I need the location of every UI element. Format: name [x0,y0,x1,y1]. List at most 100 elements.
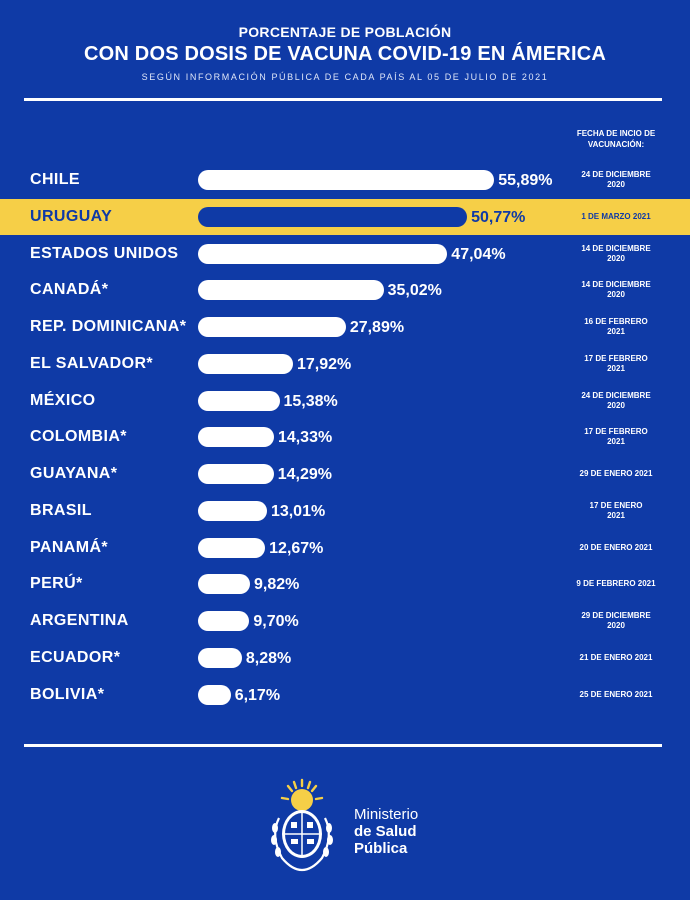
bar [198,280,384,301]
bottom-divider [24,744,662,747]
bar-row: CANADÁ* 35,02% 14 DE DICIEMBRE 2020 [0,272,690,308]
date-line: 17 DE ENERO [589,500,643,510]
bar [198,206,468,227]
date-line: 14 DE DICIEMBRE [581,243,651,253]
country-label: CANADÁ* [30,281,109,299]
bar [198,574,251,595]
bar-row: GUAYANA* 14,29% 29 DE ENERO 2021 [0,456,690,492]
date-text: 17 DE FEBRERO 2021 [584,354,648,374]
bar-value-label: 14,29% [277,466,332,483]
vaccination-start-date: 29 DE DICIEMBRE 2020 [565,603,667,639]
country-label: COLOMBIA* [30,428,127,446]
ministry-line3: Pública [354,840,408,857]
country-label: BRASIL [30,501,92,519]
bar-row: MÉXICO 15,38% 24 DE DICIEMBRE 2020 [0,383,690,419]
bar-value-label: 8,28% [245,649,292,667]
date-text: 29 DE DICIEMBRE 2020 [581,611,650,631]
bar-value-label: 13,01% [270,502,326,520]
date-text: 29 DE ENERO 2021 [580,469,653,479]
bar-value-label: 6,17% [234,686,281,704]
date-text: 17 DE FEBRERO 2021 [584,427,648,447]
date-text: 14 DE DICIEMBRE 2020 [581,244,650,264]
date-text: 17 DE ENERO 2021 [590,501,643,521]
date-line: 2020 [607,180,625,189]
date-column-header: FECHA DE INCIO DE VACUNACIÓN: [576,129,656,149]
bar-row: CHILE 55,89% 24 DE DICIEMBRE 2020 [0,162,690,198]
date-text: 9 DE FEBRERO 2021 [576,579,655,589]
date-text: 24 DE DICIEMBRE 2020 [581,170,650,190]
vaccination-start-date: 20 DE ENERO 2021 [565,530,667,566]
bar-row: ARGENTINA 9,70% 29 DE DICIEMBRE 2020 [0,603,690,639]
bar-row: URUGUAY 50,77% 1 DE MARZO 2021 [0,198,690,235]
vaccination-start-date: 24 DE DICIEMBRE 2020 [565,383,667,419]
date-line: 25 DE ENERO 2021 [579,689,653,699]
vaccination-start-date: 16 DE FEBRERO 2021 [565,309,667,345]
vaccination-start-date: 1 DE MARZO 2021 [565,199,667,235]
bar-row: BOLIVIA* 6,17% 25 DE ENERO 2021 [0,677,690,713]
bar [198,611,250,631]
vaccination-start-date: 25 DE ENERO 2021 [565,677,667,713]
chart-subtitle: SEGÚN INFORMACIÓN PÚBLICA DE CADA PAÍS A… [141,72,549,82]
date-line: 2021 [607,437,625,447]
chart-title-line1: PORCENTAJE DE POBLACIÓN [238,24,452,40]
bar [198,647,242,668]
bar-value-label: 27,89% [349,319,405,336]
date-line: 16 DE FEBRERO [584,317,648,326]
footer: Ministerio de Salud Pública [262,778,462,878]
bar-row: ESTADOS UNIDOS 47,04% 14 DE DICIEMBRE 2020 [0,236,690,272]
country-label: BOLIVIA* [30,685,105,703]
vaccination-start-date: 14 DE DICIEMBRE 2020 [565,236,667,272]
date-text: 21 DE ENERO 2021 [580,653,653,663]
vaccination-start-date: 17 DE ENERO 2021 [565,493,667,529]
date-line: 2021 [607,510,625,520]
bar-value-label: 55,89% [498,172,553,189]
date-line: 29 DE DICIEMBRE [581,611,651,620]
date-text: 20 DE ENERO 2021 [580,543,653,553]
bar [198,537,266,558]
bar-value-label: 17,92% [296,355,352,373]
country-label: ESTADOS UNIDOS [30,244,179,262]
bar-value-label: 9,70% [253,613,299,630]
bar [198,500,267,521]
bar [198,317,346,337]
date-line: 20 DE ENERO 2021 [579,542,653,552]
date-text: 24 DE DICIEMBRE 2020 [581,391,650,411]
bar [198,243,448,264]
bar-value-label: 14,33% [277,429,333,447]
vaccination-start-date: 14 DE DICIEMBRE 2020 [565,272,667,308]
vaccination-start-date: 24 DE DICIEMBRE 2020 [565,162,667,198]
vaccination-start-date: 21 DE ENERO 2021 [565,640,667,676]
date-line: 14 DE DICIEMBRE [581,280,651,290]
bar-value-label: 9,82% [254,576,300,594]
country-label: URUGUAY [30,207,113,225]
date-line: 2020 [607,253,625,263]
date-line: 17 DE FEBRERO [584,427,648,437]
date-line: 2020 [607,290,625,300]
bar-row: COLOMBIA* 14,33% 17 DE FEBRERO 2021 [0,419,690,455]
country-label: REP. DOMINICANA* [30,318,187,335]
date-line: 21 DE ENERO 2021 [579,652,653,662]
date-text: 25 DE ENERO 2021 [580,690,653,700]
vaccination-start-date: 29 DE ENERO 2021 [565,456,667,492]
country-label: CHILE [30,171,80,188]
date-line: 9 DE FEBRERO 2021 [576,579,656,589]
date-line: 29 DE ENERO 2021 [579,469,653,478]
top-divider [24,98,662,101]
vaccination-start-date: 17 DE FEBRERO 2021 [565,419,667,455]
country-label: ECUADOR* [30,648,121,666]
bar-row: BRASIL 13,01% 17 DE ENERO 2021 [0,493,690,529]
country-label: GUAYANA* [30,465,118,482]
date-text: 16 DE FEBRERO 2021 [584,317,648,337]
country-label: EL SALVADOR* [30,354,154,372]
bar-value-label: 47,04% [451,245,506,263]
chart-title: CON DOS DOSIS DE VACUNA COVID-19 EN ÁMER… [84,43,606,65]
vaccination-start-date: 9 DE FEBRERO 2021 [565,566,667,602]
bar [198,684,231,705]
bar-value-label: 15,38% [283,392,338,410]
date-line: 2021 [607,327,625,336]
bar-value-label: 12,67% [269,539,324,557]
country-label: PERÚ* [30,575,83,593]
date-line: 2020 [607,400,625,410]
vaccination-start-date: 17 DE FEBRERO 2021 [565,346,667,382]
chart-header: PORCENTAJE DE POBLACIÓN CON DOS DOSIS DE… [0,24,690,82]
